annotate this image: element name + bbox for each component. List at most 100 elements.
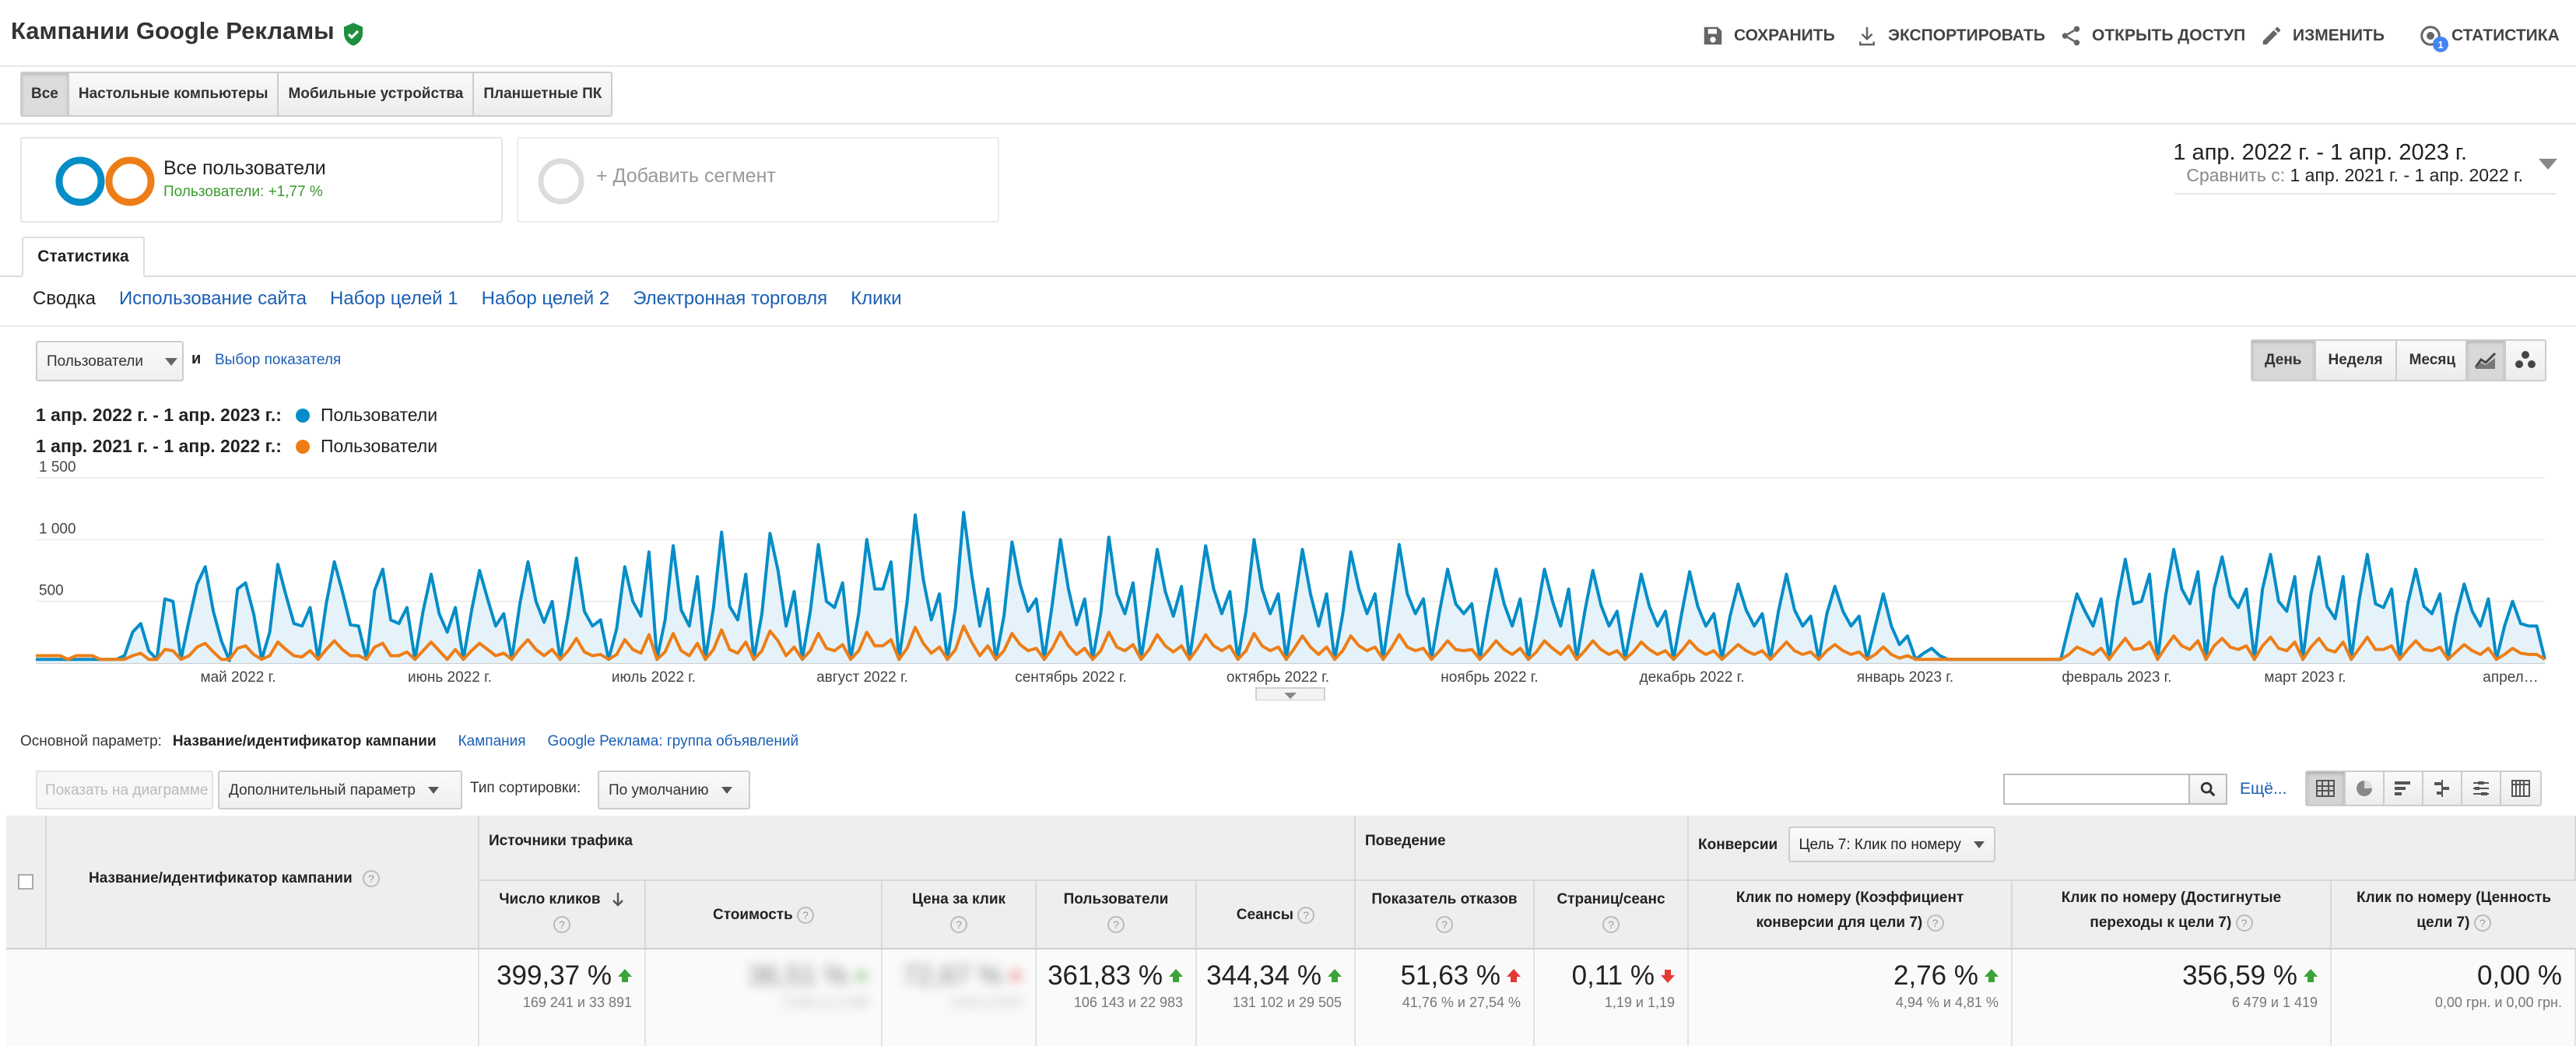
insights-button[interactable]: 1 СТАТИСТИКА — [2419, 22, 2560, 52]
col-head-cost[interactable]: Стоимость ? — [646, 881, 883, 949]
dimension-campaign-name-id[interactable]: Название/идентификатор кампании — [172, 733, 437, 749]
line-chart-button[interactable] — [2467, 341, 2506, 380]
y-tick-label: 1 500 — [39, 459, 76, 476]
x-tick-label: апрел… — [2483, 669, 2538, 686]
users-line-chart[interactable]: 1 500 1 000 500 май 2022 г. июнь 2022 г. июль… — [0, 459, 2576, 700]
period-day-button[interactable]: День — [2252, 341, 2316, 380]
tab-statistics[interactable]: Статистика — [22, 237, 145, 277]
export-button[interactable]: ЭКСПОРТИРОВАТЬ — [1855, 22, 2045, 50]
device-tab-mobile[interactable]: Мобильные устройства — [279, 73, 475, 115]
view-pivot-button[interactable] — [2501, 772, 2540, 805]
subtab-goal-set-1[interactable]: Набор целей 1 — [330, 288, 458, 309]
totals-value: 2,76 % — [1893, 960, 1999, 992]
add-segment-box[interactable]: + Добавить сегмент — [517, 137, 999, 223]
table-search-input[interactable] — [2003, 774, 2190, 805]
col-head-goal7-conv-rate[interactable]: Клик по номеру (Коэффициент конверсии дл… — [1689, 881, 2013, 949]
help-icon[interactable]: ? — [553, 915, 570, 933]
share-button[interactable]: ОТКРЫТЬ ДОСТУП — [2059, 22, 2245, 50]
x-tick-label: март 2023 г. — [2264, 669, 2346, 686]
plot-rows-button[interactable]: Показать на диаграмме — [36, 770, 213, 809]
subtab-ecommerce[interactable]: Электронная торговля — [633, 288, 828, 309]
device-tab-desktop[interactable]: Настольные компьютеры — [68, 73, 279, 115]
col-head-goal7-value[interactable]: Клик по номеру (Ценность цели 7) ? — [2332, 881, 2576, 949]
insights-icon: 1 — [2419, 24, 2448, 52]
view-percentage-button[interactable] — [2346, 772, 2385, 805]
select-all-cell — [6, 816, 47, 949]
totals-cell: 344,34 % 131 102 и 29 505 — [1197, 949, 1356, 1046]
chevron-down-icon — [165, 358, 177, 366]
col-head-sessions[interactable]: Сеансы ? — [1197, 881, 1356, 949]
segment-all-users[interactable]: Все пользователи Пользователи: +1,77 % — [20, 137, 503, 223]
secondary-dimension-select[interactable]: Дополнительный параметр — [218, 770, 462, 809]
help-icon[interactable]: ? — [2473, 914, 2491, 932]
insights-badge: 1 — [2433, 37, 2448, 52]
col-head-clicks[interactable]: Число кликов ? — [479, 881, 646, 949]
col-head-goal7-completions[interactable]: Клик по номеру (Достигнутые переходы к ц… — [2013, 881, 2332, 949]
save-icon — [1704, 26, 1722, 45]
search-button[interactable] — [2190, 774, 2227, 805]
help-icon[interactable]: ? — [1602, 915, 1620, 933]
data-table: Название/идентификатор кампании ? Источн… — [6, 816, 2576, 1046]
goal-select[interactable]: Цель 7: Клик по номеру — [1788, 827, 1995, 862]
metric-select[interactable]: Пользователи — [36, 341, 184, 381]
help-icon[interactable]: ? — [2235, 914, 2253, 932]
save-label: СОХРАНИТЬ — [1734, 26, 1835, 44]
bar-chart-icon — [2395, 781, 2410, 795]
view-comparison-button[interactable] — [2423, 772, 2462, 805]
totals-percent: 51,63 % — [1400, 960, 1500, 991]
device-tab-all[interactable]: Все — [22, 73, 69, 115]
trend-up-arrow-icon — [2304, 969, 2318, 982]
edit-button[interactable]: ИЗМЕНИТЬ — [2260, 22, 2385, 50]
view-performance-button[interactable] — [2385, 772, 2423, 805]
save-button[interactable]: СОХРАНИТЬ — [1701, 22, 1835, 50]
period-week-button[interactable]: Неделя — [2315, 341, 2397, 380]
subtab-clicks[interactable]: Клики — [851, 288, 902, 309]
totals-value: 0,11 % — [1572, 960, 1675, 992]
choose-metric-link[interactable]: Выбор показателя — [215, 352, 342, 368]
sort-desc-arrow-icon — [612, 892, 623, 907]
share-icon — [2062, 26, 2080, 46]
totals-value: 51,63 % — [1401, 960, 1521, 992]
sort-type-label: Тип сортировки: — [470, 780, 581, 796]
help-icon[interactable]: ? — [1107, 915, 1125, 933]
totals-percent: 399,37 % — [497, 960, 612, 991]
totals-percent: 361,83 % — [1048, 960, 1163, 991]
device-tab-tablet[interactable]: Планшетные ПК — [474, 73, 612, 115]
help-icon[interactable]: ? — [797, 906, 815, 924]
totals-percent: 344,34 % — [1206, 960, 1321, 991]
help-icon[interactable]: ? — [1297, 906, 1315, 924]
subtab-goal-set-2[interactable]: Набор целей 2 — [481, 288, 610, 309]
motion-chart-button[interactable] — [2506, 341, 2545, 380]
col-head-cpc[interactable]: Цена за клик? — [883, 881, 1037, 949]
dimension-ad-group[interactable]: Google Реклама: группа объявлений — [547, 733, 799, 749]
totals-detail: 6 479 и 1 419 — [2231, 995, 2318, 1010]
date-dropdown-chevron-icon[interactable] — [2539, 159, 2557, 170]
col-head-campaign[interactable]: Название/идентификатор кампании ? — [47, 816, 479, 949]
col-head-pages-per-session[interactable]: Страниц/сеанс? — [1535, 881, 1689, 949]
select-all-checkbox[interactable] — [18, 874, 33, 890]
subtab-site-usage[interactable]: Использование сайта — [119, 288, 307, 309]
x-tick-label: февраль 2023 г. — [2062, 669, 2171, 686]
trend-up-red-arrow-icon — [1507, 969, 1521, 982]
view-data-button[interactable] — [2307, 772, 2346, 805]
more-link[interactable]: Ещё... — [2240, 780, 2287, 798]
help-icon[interactable]: ? — [950, 915, 967, 933]
view-term-cloud-button[interactable] — [2462, 772, 2501, 805]
subtab-summary[interactable]: Сводка — [33, 288, 97, 309]
help-icon[interactable]: ? — [1436, 915, 1453, 933]
sort-type-select[interactable]: По умолчанию — [598, 770, 750, 809]
divider — [0, 325, 2576, 327]
col-head-users[interactable]: Пользователи? — [1037, 881, 1197, 949]
help-icon[interactable]: ? — [362, 870, 380, 887]
dimension-campaign[interactable]: Кампания — [458, 733, 526, 749]
date-range-main[interactable]: 1 апр. 2022 г. - 1 апр. 2023 г. — [2173, 140, 2467, 165]
date-range-compare[interactable]: Сравнить с: 1 апр. 2021 г. - 1 апр. 2022… — [2186, 165, 2523, 186]
legend-range: 1 апр. 2021 г. - 1 апр. 2022 г.: — [36, 436, 282, 456]
trend-up-arrow-icon — [1328, 969, 1342, 982]
col-head-bounce-rate[interactable]: Показатель отказов? — [1356, 881, 1535, 949]
segment-donut-icons — [55, 156, 155, 206]
legend-series: Пользователи — [320, 405, 438, 425]
totals-percent: 72,67 % — [902, 960, 1002, 991]
help-icon[interactable]: ? — [1926, 914, 1944, 932]
period-month-button[interactable]: Месяц — [2396, 341, 2469, 380]
